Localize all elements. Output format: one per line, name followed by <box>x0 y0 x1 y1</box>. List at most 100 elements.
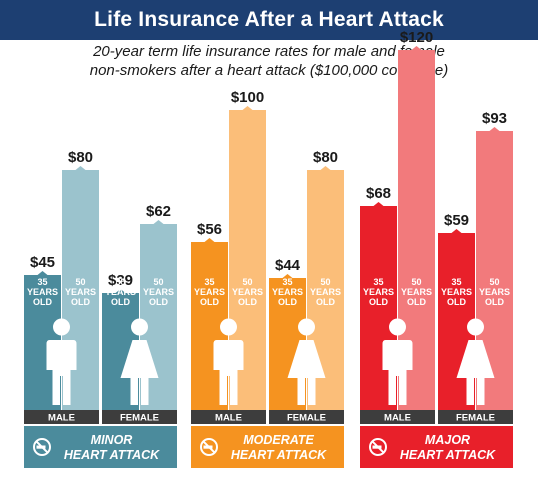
age-label: OLD <box>238 297 257 307</box>
age-label: OLD <box>316 297 335 307</box>
bar-value-label: $120 <box>400 29 433 46</box>
no-smoking-ring <box>33 438 51 456</box>
female-person-icon <box>287 318 326 405</box>
page-title: Life Insurance After a Heart Attack <box>94 8 444 31</box>
age-label: YEARS <box>479 287 510 297</box>
male-icon-head <box>389 318 406 336</box>
age-label: 35 <box>115 277 125 287</box>
age-label: OLD <box>200 297 219 307</box>
bar-value-label: $68 <box>366 185 391 202</box>
bar-value-label: $62 <box>146 203 171 220</box>
male-icon-head <box>220 318 237 336</box>
chart-bar <box>102 289 139 410</box>
age-label: YEARS <box>105 287 136 297</box>
chart-bar <box>398 46 435 410</box>
chart-bar <box>229 106 266 410</box>
age-label: OLD <box>278 297 297 307</box>
bar-value-label: $80 <box>68 149 93 166</box>
age-label: OLD <box>33 297 52 307</box>
male-icon-head <box>53 318 70 336</box>
female-icon-body <box>456 340 495 405</box>
bar-value-label: $80 <box>313 149 338 166</box>
male-icon-body <box>46 340 77 405</box>
age-label: OLD <box>447 297 466 307</box>
age-label: OLD <box>71 297 90 307</box>
gender-strip <box>24 410 99 424</box>
gender-strip <box>191 410 266 424</box>
no-smoking-slash <box>371 440 385 454</box>
subtitle: 20-year term life insurance rates for ma… <box>0 42 538 80</box>
age-label: 50 <box>242 277 252 287</box>
female-person-icon <box>456 318 495 405</box>
age-label: YEARS <box>272 287 303 297</box>
bar-value-label: $59 <box>444 212 469 229</box>
no-smoking-icon <box>33 438 51 456</box>
panel-label-line-2: HEART ATTACK <box>231 448 327 462</box>
bar-value-label: $100 <box>231 89 264 106</box>
gender-strip <box>360 410 435 424</box>
gender-label: MALE <box>384 413 411 424</box>
age-label: 50 <box>75 277 85 287</box>
panel-label-line-1: MINOR <box>91 433 133 447</box>
gender-label: FEMALE <box>120 413 159 424</box>
subtitle-line-2: non-smokers after a heart attack ($100,0… <box>89 62 449 79</box>
male-person-icon <box>382 318 413 405</box>
age-label: 35 <box>451 277 461 287</box>
bar-value-label: $56 <box>197 221 222 238</box>
age-label: YEARS <box>27 287 58 297</box>
bar-value-label: $39 <box>108 272 133 289</box>
chart-panel: $5635YEARSOLD$10050YEARSOLDMALE$4435YEAR… <box>191 89 344 468</box>
bar-value-label: $45 <box>30 254 55 271</box>
male-icon-body <box>382 340 413 405</box>
age-label: YEARS <box>401 287 432 297</box>
panel-label-line-2: HEART ATTACK <box>64 448 160 462</box>
age-label: OLD <box>485 297 504 307</box>
no-smoking-slash <box>202 440 216 454</box>
panel-label-line-1: MODERATE <box>243 433 314 447</box>
female-icon-head <box>467 318 484 336</box>
age-label: OLD <box>111 297 130 307</box>
age-label: OLD <box>369 297 388 307</box>
chart-panel: $4535YEARSOLD$8050YEARSOLDMALE$3935YEARS… <box>24 149 177 468</box>
female-icon-head <box>298 318 315 336</box>
male-person-icon <box>46 318 77 405</box>
female-icon-body <box>120 340 159 405</box>
gender-label: FEMALE <box>456 413 495 424</box>
age-label: 50 <box>320 277 330 287</box>
no-smoking-icon <box>200 438 218 456</box>
gender-label: FEMALE <box>287 413 326 424</box>
age-label: YEARS <box>441 287 472 297</box>
age-label: 35 <box>282 277 292 287</box>
male-icon-body <box>213 340 244 405</box>
female-icon-head <box>131 318 148 336</box>
age-label: 35 <box>373 277 383 287</box>
age-label: YEARS <box>363 287 394 297</box>
male-person-icon <box>213 318 244 405</box>
gender-label: MALE <box>48 413 75 424</box>
title-bar: Life Insurance After a Heart Attack <box>0 0 538 40</box>
age-label: 50 <box>153 277 163 287</box>
age-label: 35 <box>37 277 47 287</box>
age-label: YEARS <box>232 287 263 297</box>
no-smoking-slash <box>35 440 49 454</box>
age-label: OLD <box>149 297 168 307</box>
female-icon-body <box>287 340 326 405</box>
age-label: OLD <box>407 297 426 307</box>
panel-label-line-1: MAJOR <box>425 433 470 447</box>
chart-panel: $6835YEARSOLD$12050YEARSOLDMALE$5935YEAR… <box>360 29 513 468</box>
female-person-icon <box>120 318 159 405</box>
gender-strip <box>438 410 513 424</box>
age-label: YEARS <box>310 287 341 297</box>
no-smoking-ring <box>200 438 218 456</box>
gender-strip <box>269 410 344 424</box>
age-label: 35 <box>204 277 214 287</box>
panel-label-line-2: HEART ATTACK <box>400 448 496 462</box>
subtitle-line-1: 20-year term life insurance rates for ma… <box>93 43 445 60</box>
gender-strip <box>102 410 177 424</box>
age-label: YEARS <box>143 287 174 297</box>
no-smoking-icon <box>369 438 387 456</box>
age-label: YEARS <box>65 287 96 297</box>
age-label: YEARS <box>194 287 225 297</box>
age-label: 50 <box>489 277 499 287</box>
